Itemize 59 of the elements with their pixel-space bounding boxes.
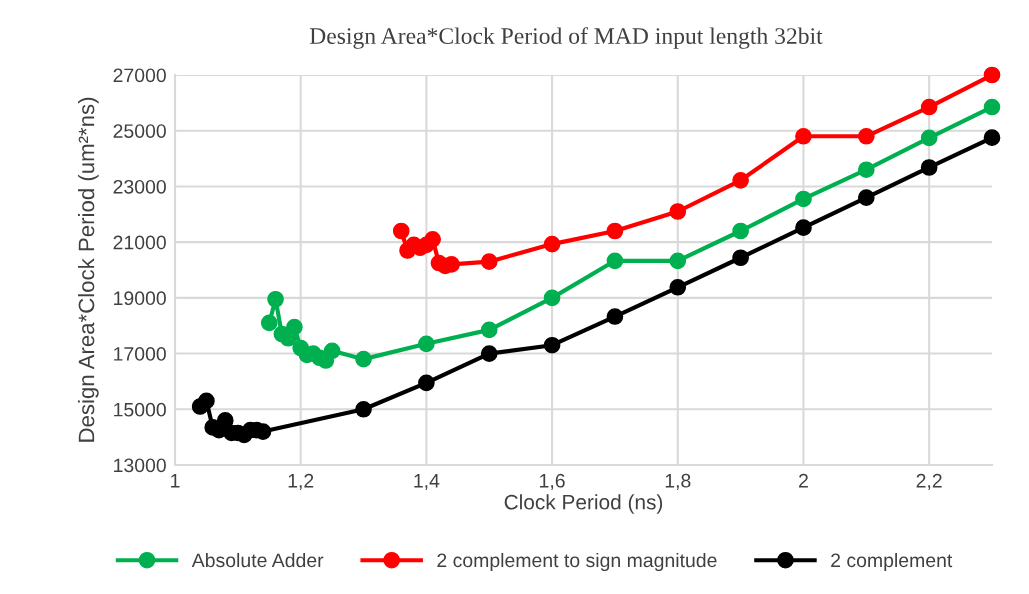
x-tick-label: 1,8 — [665, 473, 691, 490]
point — [732, 222, 749, 240]
point — [920, 98, 938, 116]
y-tick-label: 25000 — [113, 124, 166, 138]
point — [606, 308, 624, 325]
point — [543, 289, 561, 307]
y-axis-title: Design Area*Clock Period (um²*ns) — [78, 97, 99, 442]
point — [355, 350, 372, 368]
x-tick-label: 1,2 — [288, 473, 314, 490]
legend-label: Absolute Adder — [191, 552, 324, 568]
point — [857, 189, 875, 206]
x-tick-label: 1,4 — [414, 474, 440, 490]
point — [198, 392, 215, 410]
point — [480, 345, 498, 362]
point — [920, 159, 938, 176]
y-tick-label: 21000 — [113, 235, 166, 250]
y-tick-label: 15000 — [114, 402, 166, 417]
legend-label: 2 complement to sign magnitude — [437, 552, 717, 572]
point — [286, 318, 303, 336]
point — [983, 98, 1001, 116]
point — [732, 171, 749, 189]
x-tick-label: 1 — [171, 474, 180, 488]
point — [857, 127, 875, 145]
point — [669, 278, 687, 296]
y-tick-label: 13000 — [114, 458, 166, 473]
point — [424, 231, 442, 248]
point — [857, 161, 875, 179]
point — [267, 290, 284, 308]
x-tick-label: 2,2 — [916, 473, 942, 490]
point — [418, 335, 435, 353]
chart-title: Design Area*Clock Period of MAD input length 32bit — [309, 27, 823, 49]
point — [795, 190, 812, 208]
point — [543, 235, 561, 253]
point — [480, 321, 498, 339]
x-axis-title: Clock Period (ns) — [504, 494, 663, 514]
point — [795, 219, 812, 236]
legend-label: 2 complement — [831, 552, 953, 572]
point — [355, 400, 372, 418]
point — [543, 336, 561, 354]
x-tick-label: 2 — [799, 473, 808, 488]
y-tick-label: 23000 — [113, 179, 166, 194]
point — [983, 66, 1001, 84]
point — [795, 127, 812, 145]
y-tick-label: 17000 — [114, 347, 166, 361]
point — [606, 252, 624, 270]
point — [260, 314, 278, 332]
y-tick-label: 19000 — [114, 291, 166, 306]
point — [323, 342, 341, 360]
point — [983, 129, 1001, 147]
point — [606, 222, 624, 240]
y-tick-label: 27000 — [113, 68, 166, 83]
point — [418, 374, 435, 392]
point — [732, 249, 749, 267]
point — [480, 253, 498, 270]
point — [669, 252, 687, 270]
point — [392, 222, 410, 240]
x-tick-label: 1,6 — [540, 473, 565, 490]
point — [920, 129, 938, 147]
point — [669, 203, 687, 220]
